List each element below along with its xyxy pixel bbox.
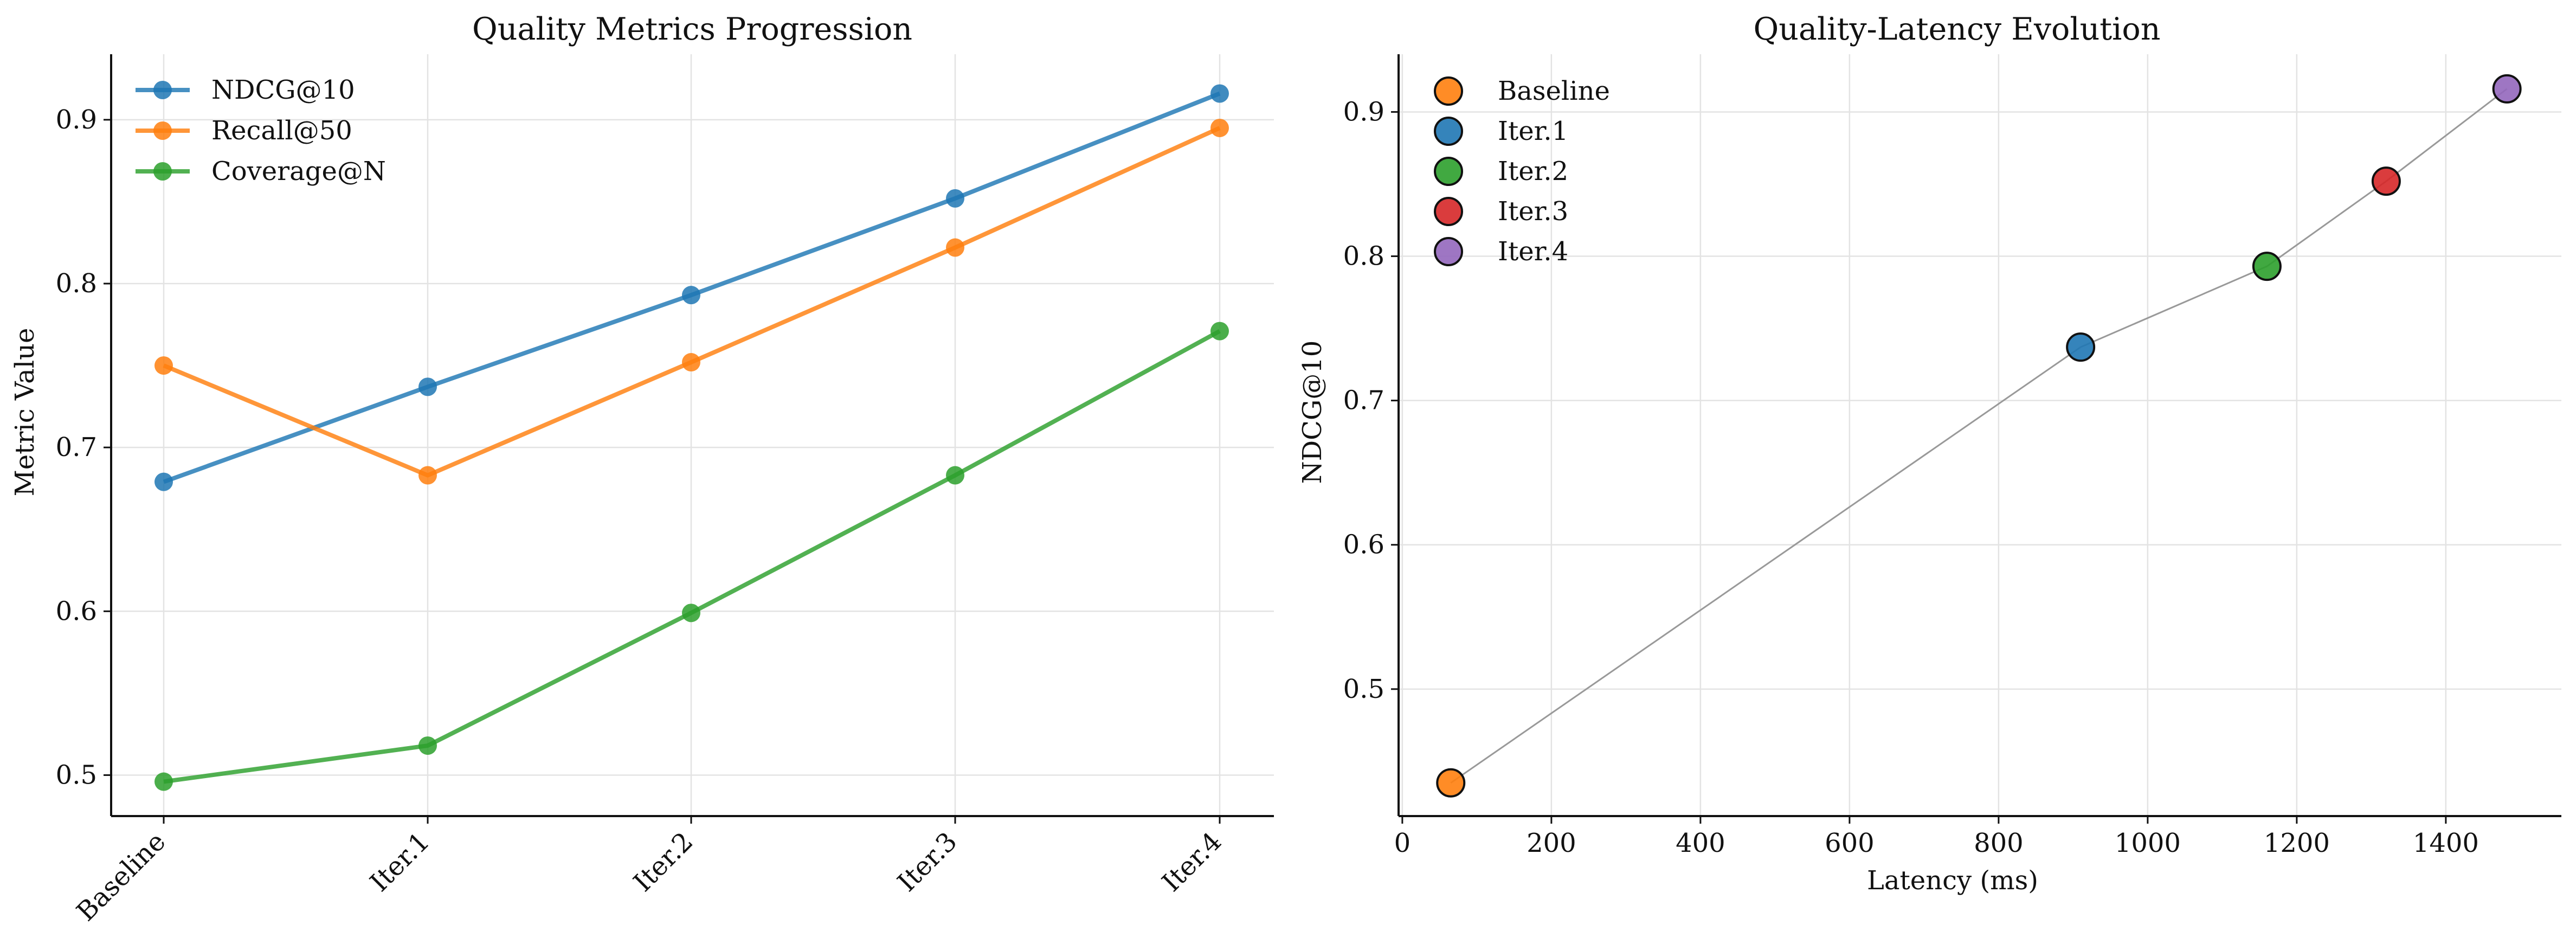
left-x-tick-label: Iter.4 (1156, 826, 1228, 898)
connector-segment (2266, 180, 2387, 267)
legend-label-iter-1: Iter.1 (1498, 116, 1568, 146)
connector-segment (2385, 88, 2508, 182)
quality-metrics-chart: Quality Metrics Progression 0.5 0.6 0.7 0.8… (10, 11, 1274, 927)
right-axes: 0.5 0.6 0.7 0.8 0.9 0 200 400 600 800 1000 1200 1400 (1343, 54, 2561, 858)
legend-label-iter-4: Iter.4 (1498, 236, 1568, 267)
right-legend: Baseline Iter.1 Iter.2 Iter.3 Iter.4 (1434, 76, 1610, 267)
right-x-tick-label: 1200 (2264, 828, 2330, 858)
legend-label-iter-3: Iter.3 (1498, 196, 1568, 227)
right-grid (1399, 54, 2561, 816)
right-connector-lines (1450, 88, 2508, 784)
left-y-tick-label: 0.6 (56, 596, 97, 626)
series-point-coverage-n (418, 736, 437, 755)
left-y-tick-label: 0.5 (56, 760, 97, 790)
legend-marker-recall-50 (153, 121, 172, 140)
series-point-coverage-n (154, 772, 173, 791)
right-scatter-points (1436, 74, 2522, 798)
legend-label-iter-2: Iter.2 (1498, 156, 1568, 187)
series-point-recall-50 (946, 238, 964, 257)
right-x-tick-label: 400 (1676, 828, 1725, 858)
series-point-coverage-n (1210, 322, 1229, 341)
right-x-tick-label: 600 (1825, 828, 1875, 858)
right-x-axis-label: Latency (ms) (1867, 865, 2038, 896)
series-point-recall-50 (682, 353, 700, 372)
series-point-recall-50 (1210, 118, 1229, 137)
scatter-point-iter-3 (2371, 166, 2401, 196)
right-x-tick-label: 1000 (2115, 828, 2181, 858)
legend-marker-iter-2 (1434, 157, 1463, 186)
legend-label-coverage-n: Coverage@N (211, 156, 386, 187)
left-y-tick-label: 0.9 (56, 105, 97, 135)
series-point-coverage-n (682, 604, 700, 622)
legend-label-recall-50: Recall@50 (211, 115, 352, 146)
series-point-ndcg-10 (1210, 84, 1229, 103)
left-x-tick-label: Baseline (71, 826, 172, 927)
right-y-tick-label: 0.9 (1343, 97, 1384, 127)
right-y-tick-label: 0.6 (1343, 530, 1384, 560)
right-x-tick-label: 1400 (2413, 828, 2479, 858)
left-y-tick-label: 0.8 (56, 268, 97, 299)
right-x-tick-label: 200 (1527, 828, 1576, 858)
left-y-tick-label: 0.7 (56, 432, 97, 463)
legend-marker-iter-1 (1434, 117, 1463, 146)
left-x-tick-label: Iter.2 (628, 826, 699, 898)
scatter-point-iter-1 (2066, 332, 2096, 362)
series-point-ndcg-10 (418, 377, 437, 396)
scatter-point-iter-2 (2252, 252, 2282, 281)
left-x-tick-label: Iter.1 (364, 826, 436, 898)
right-y-axis-label: NDCG@10 (1297, 341, 1328, 484)
legend-marker-iter-3 (1434, 197, 1463, 226)
right-y-tick-label: 0.7 (1343, 386, 1384, 416)
left-x-tick-label: Iter.3 (892, 826, 963, 898)
legend-marker-iter-4 (1434, 237, 1463, 266)
legend-marker-coverage-n (153, 162, 172, 181)
legend-marker-baseline (1434, 76, 1463, 106)
left-grid (111, 54, 1274, 816)
left-chart-title: Quality Metrics Progression (472, 11, 912, 47)
right-chart-title: Quality-Latency Evolution (1754, 11, 2161, 47)
scatter-point-iter-4 (2492, 74, 2522, 104)
left-y-axis-label: Metric Value (10, 328, 40, 497)
series-point-ndcg-10 (682, 286, 700, 305)
right-x-tick-label: 0 (1394, 828, 1411, 858)
quality-latency-chart: Quality-Latency Evolution 0.50.60.70.80.… (1297, 11, 2561, 896)
series-point-coverage-n (946, 466, 964, 485)
series-point-ndcg-10 (154, 472, 173, 491)
left-series-points (154, 84, 1229, 791)
left-legend: NDCG@10 Recall@50 Coverage@N (136, 75, 386, 187)
scatter-point-baseline (1436, 768, 1466, 798)
legend-label-baseline: Baseline (1498, 76, 1610, 106)
right-y-tick-label: 0.5 (1343, 674, 1384, 704)
series-point-recall-50 (154, 356, 173, 375)
connector-segment (2080, 265, 2268, 348)
right-y-tick-label: 0.8 (1343, 241, 1384, 272)
series-point-recall-50 (418, 466, 437, 485)
series-point-ndcg-10 (946, 189, 964, 208)
legend-label-ndcg-10: NDCG@10 (211, 75, 355, 105)
connector-segment (1450, 346, 2081, 784)
right-x-tick-label: 800 (1974, 828, 2024, 858)
legend-marker-ndcg-10 (153, 81, 172, 99)
